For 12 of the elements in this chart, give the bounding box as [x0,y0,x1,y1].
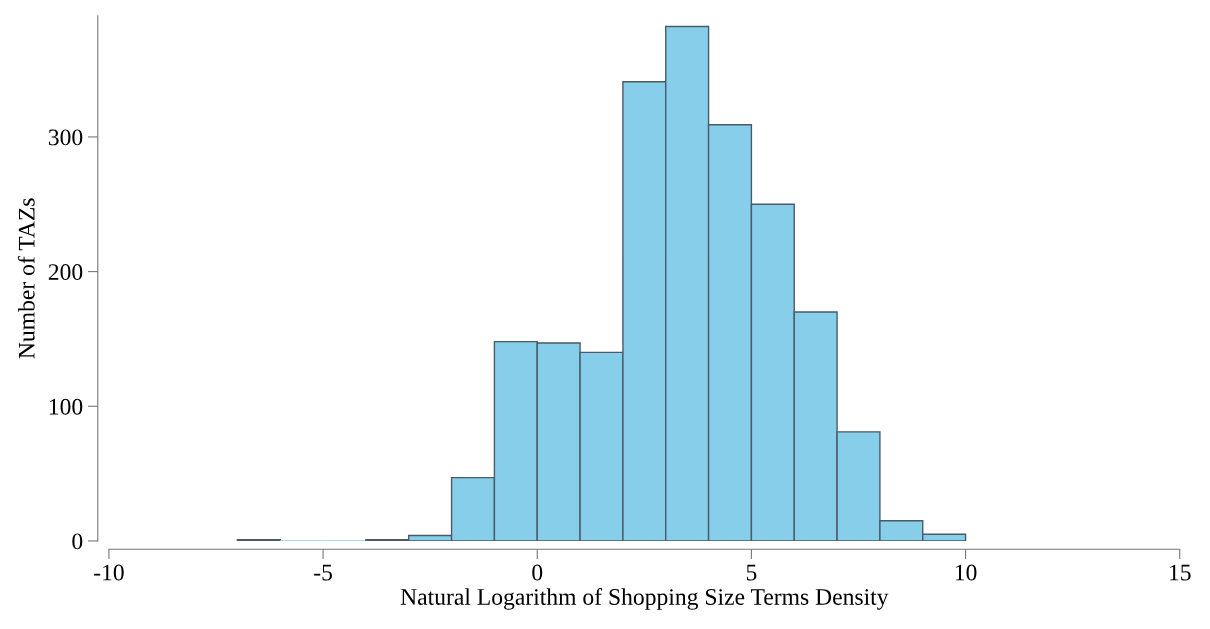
y-axis-title: Number of TAZs [17,198,35,359]
x-tick-label: 10 [955,564,977,581]
y-tick-label: 200 [48,264,83,281]
x-tick-label: 5 [746,564,757,581]
y-tick-label: 300 [48,129,83,146]
x-tick-label: -5 [314,564,332,581]
x-tick-label: 15 [1170,564,1191,581]
y-tick-label: 0 [72,533,83,550]
x-axis-title: Natural Logarithm of Shopping Size Terms Density [400,588,889,610]
x-tick-label: -10 [94,564,124,581]
x-tick-label: 0 [532,564,543,581]
y-tick-label: 100 [49,398,83,415]
